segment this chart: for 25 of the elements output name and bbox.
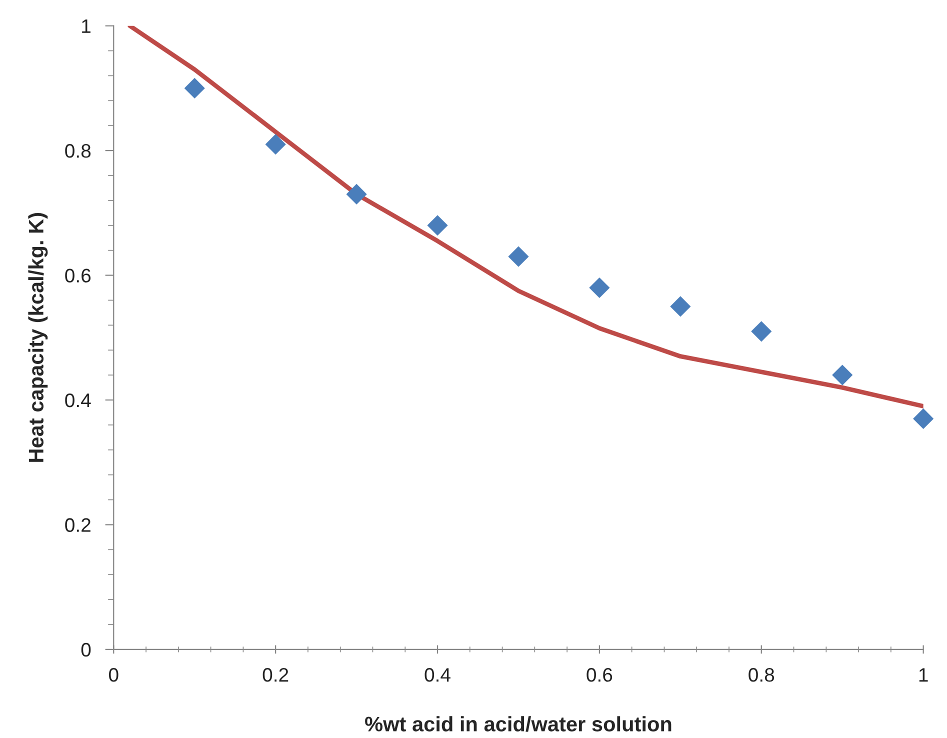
point	[427, 215, 448, 236]
y-tick-label: 0.2	[65, 518, 90, 532]
y-tick-label: 0.4	[65, 393, 91, 408]
x-tick-label: 0.4	[424, 668, 450, 682]
point	[913, 408, 934, 430]
point	[751, 321, 772, 342]
x-axis-title: %wt acid in acid/water solution	[365, 716, 672, 732]
point	[265, 134, 286, 155]
y-tick-label: 0.8	[65, 144, 91, 158]
point	[670, 296, 691, 317]
point	[184, 78, 205, 98]
x-tick-label: 0.6	[586, 668, 612, 682]
point	[346, 184, 367, 205]
y-tick-label: 0.6	[65, 268, 91, 283]
point	[589, 277, 610, 298]
y-tick-label: 1	[82, 20, 90, 33]
x-tick-label: 0.2	[262, 668, 288, 682]
x-tick-label: 0	[108, 668, 118, 682]
point	[508, 246, 529, 267]
line-series	[128, 26, 924, 408]
x-tick-label: 0.8	[748, 668, 774, 682]
y-tick-label: 0	[81, 642, 91, 657]
point	[832, 364, 853, 386]
x-tick-label: 1	[919, 668, 928, 682]
y-axis-title: Heat capacity (kcal/kg. K)	[28, 213, 48, 462]
